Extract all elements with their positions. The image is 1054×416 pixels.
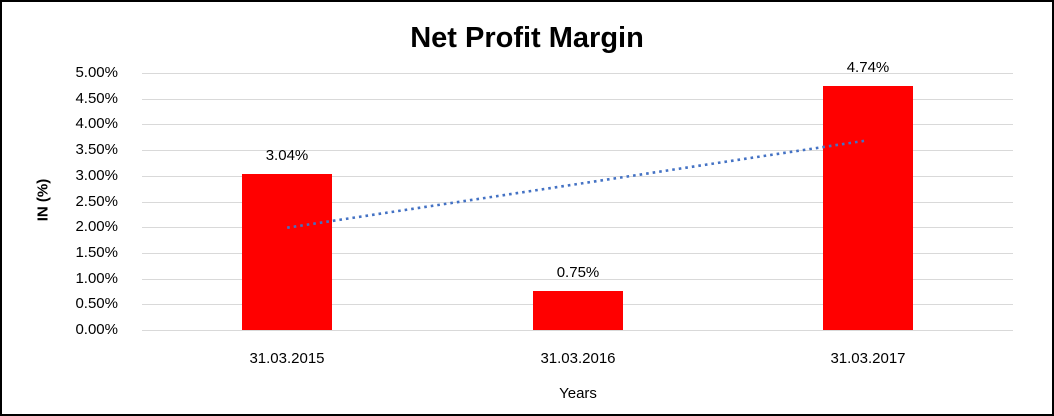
y-tick-label: 0.50% (75, 295, 118, 312)
y-tick-label: 4.50% (75, 90, 118, 107)
y-tick-label: 5.00% (75, 64, 118, 81)
bar-value-label: 4.74% (846, 59, 890, 76)
y-tick-label: 2.50% (75, 193, 118, 210)
x-category-label: 31.03.2015 (249, 350, 325, 367)
bar-31.03.2016[interactable] (533, 291, 623, 330)
bar-31.03.2015[interactable] (242, 174, 332, 330)
y-tick-label: 0.00% (75, 321, 118, 338)
gridline (142, 330, 1013, 331)
gridline (142, 253, 1013, 254)
chart-title: Net Profit Margin (410, 22, 644, 54)
trendline-line[interactable] (286, 139, 869, 229)
gridline (142, 202, 1013, 203)
bar-value-label: 3.04% (265, 147, 309, 164)
x-category-label: 31.03.2017 (830, 350, 906, 367)
gridline (142, 227, 1013, 228)
gridline (142, 176, 1013, 177)
trendline[interactable] (142, 73, 1013, 330)
gridline (142, 279, 1013, 280)
y-tick-label: 3.00% (75, 167, 118, 184)
gridline (142, 150, 1013, 151)
gridline (142, 73, 1013, 74)
bar-31.03.2017[interactable] (823, 86, 913, 330)
x-axis-title: Years (559, 385, 597, 402)
x-category-label: 31.03.2016 (540, 350, 616, 367)
y-tick-label: 2.00% (75, 218, 118, 235)
gridline (142, 124, 1013, 125)
bar-value-label: 0.75% (556, 264, 600, 281)
y-tick-label: 1.50% (75, 244, 118, 261)
gridline (142, 99, 1013, 100)
y-tick-label: 4.00% (75, 115, 118, 132)
y-tick-label: 3.50% (75, 141, 118, 158)
y-tick-label: 1.00% (75, 270, 118, 287)
